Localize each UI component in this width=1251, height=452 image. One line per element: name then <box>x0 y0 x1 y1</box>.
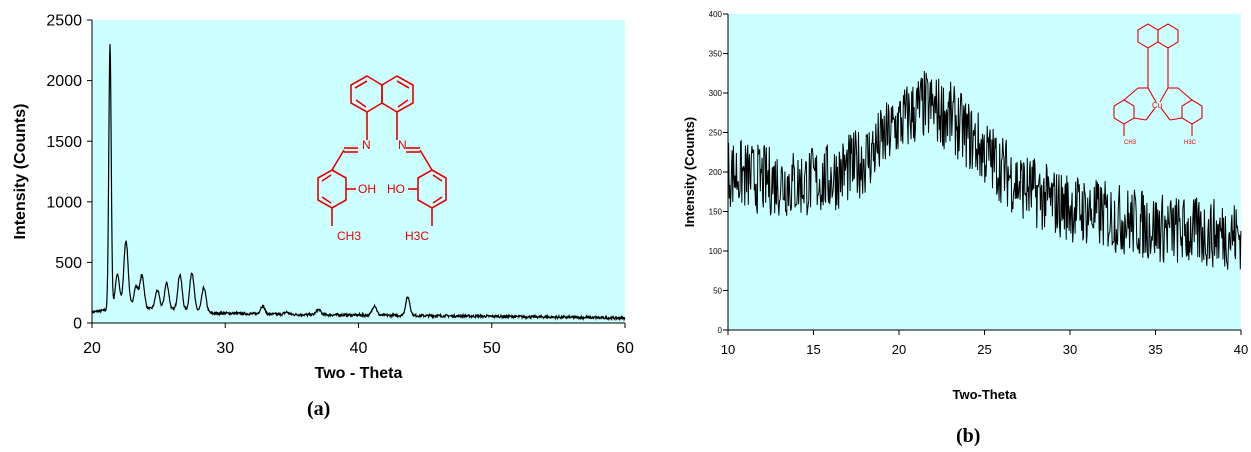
x-tick-label: 35 <box>1148 342 1162 357</box>
ligand-structure-image <box>317 75 447 226</box>
ho-label: HO <box>387 182 405 196</box>
oh-label: OH <box>358 182 376 196</box>
y-tick-label: 2000 <box>46 73 82 90</box>
copper-complex-image <box>1113 23 1203 136</box>
diffraction-pattern-b <box>727 70 1242 270</box>
diffraction-pattern-a <box>91 44 626 322</box>
y-tick-label: 350 <box>709 49 723 58</box>
y-tick-label: 200 <box>709 168 723 177</box>
y-tick-label: 50 <box>713 286 722 295</box>
x-tick-label: 30 <box>1063 342 1077 357</box>
n-label-right: N <box>398 138 407 152</box>
x-tick-label: 10 <box>721 342 735 357</box>
n-label-left: N <box>362 138 371 152</box>
y-tick-label: 500 <box>55 255 82 272</box>
x-tick-label: 40 <box>1234 342 1248 357</box>
axis-ticks-a: 20 30 40 50 60 0 500 1000 1500 2000 2500 <box>46 13 634 357</box>
h3c-label: H3C <box>405 229 429 243</box>
x-tick-label: 20 <box>83 340 101 357</box>
x-axis-title-a: Two - Theta <box>315 365 403 382</box>
cu-label: Cu <box>1152 101 1162 110</box>
y-tick-label: 2500 <box>46 13 82 30</box>
chart-panel-a: 20 30 40 50 60 0 500 1000 1500 2000 2500 Two - The… <box>12 13 634 420</box>
y-tick-label: 150 <box>709 207 723 216</box>
y-tick-label: 1500 <box>46 134 82 151</box>
chart-panel-b: 10 15 20 25 30 35 40 0 50 100 150 200 250 300 350 400 T… <box>676 0 1251 452</box>
x-tick-label: 25 <box>977 342 991 357</box>
y-tick-label: 250 <box>709 128 723 137</box>
caption-a: (a) <box>307 398 331 420</box>
x-tick-label: 60 <box>616 340 634 357</box>
x-axis-title-b: Two-Theta <box>952 387 1017 402</box>
y-axis-title-b: Intensity (Counts) <box>682 117 697 228</box>
x-tick-label: 30 <box>216 340 234 357</box>
chart-a-svg: 20 30 40 50 60 0 500 1000 1500 2000 2500 Two - The… <box>12 13 634 382</box>
ch3-label: CH3 <box>337 229 361 243</box>
y-tick-label: 0 <box>718 326 723 335</box>
y-tick-label: 0 <box>73 316 82 333</box>
x-tick-label: 15 <box>806 342 820 357</box>
x-tick-label: 50 <box>483 340 501 357</box>
caption-b: (b) <box>956 425 981 447</box>
y-tick-label: 1000 <box>46 194 82 211</box>
h3c-label-b: H3C <box>1184 140 1197 146</box>
x-tick-label: 20 <box>892 342 906 357</box>
y-tick-label: 100 <box>709 247 723 256</box>
y-tick-label: 300 <box>709 89 723 98</box>
y-axis-title-a: Intensity (Counts) <box>12 104 29 240</box>
plot-area-a <box>92 20 625 323</box>
y-tick-label: 400 <box>709 10 723 19</box>
x-tick-label: 40 <box>350 340 368 357</box>
ch3-label-b: CH3 <box>1124 140 1137 146</box>
